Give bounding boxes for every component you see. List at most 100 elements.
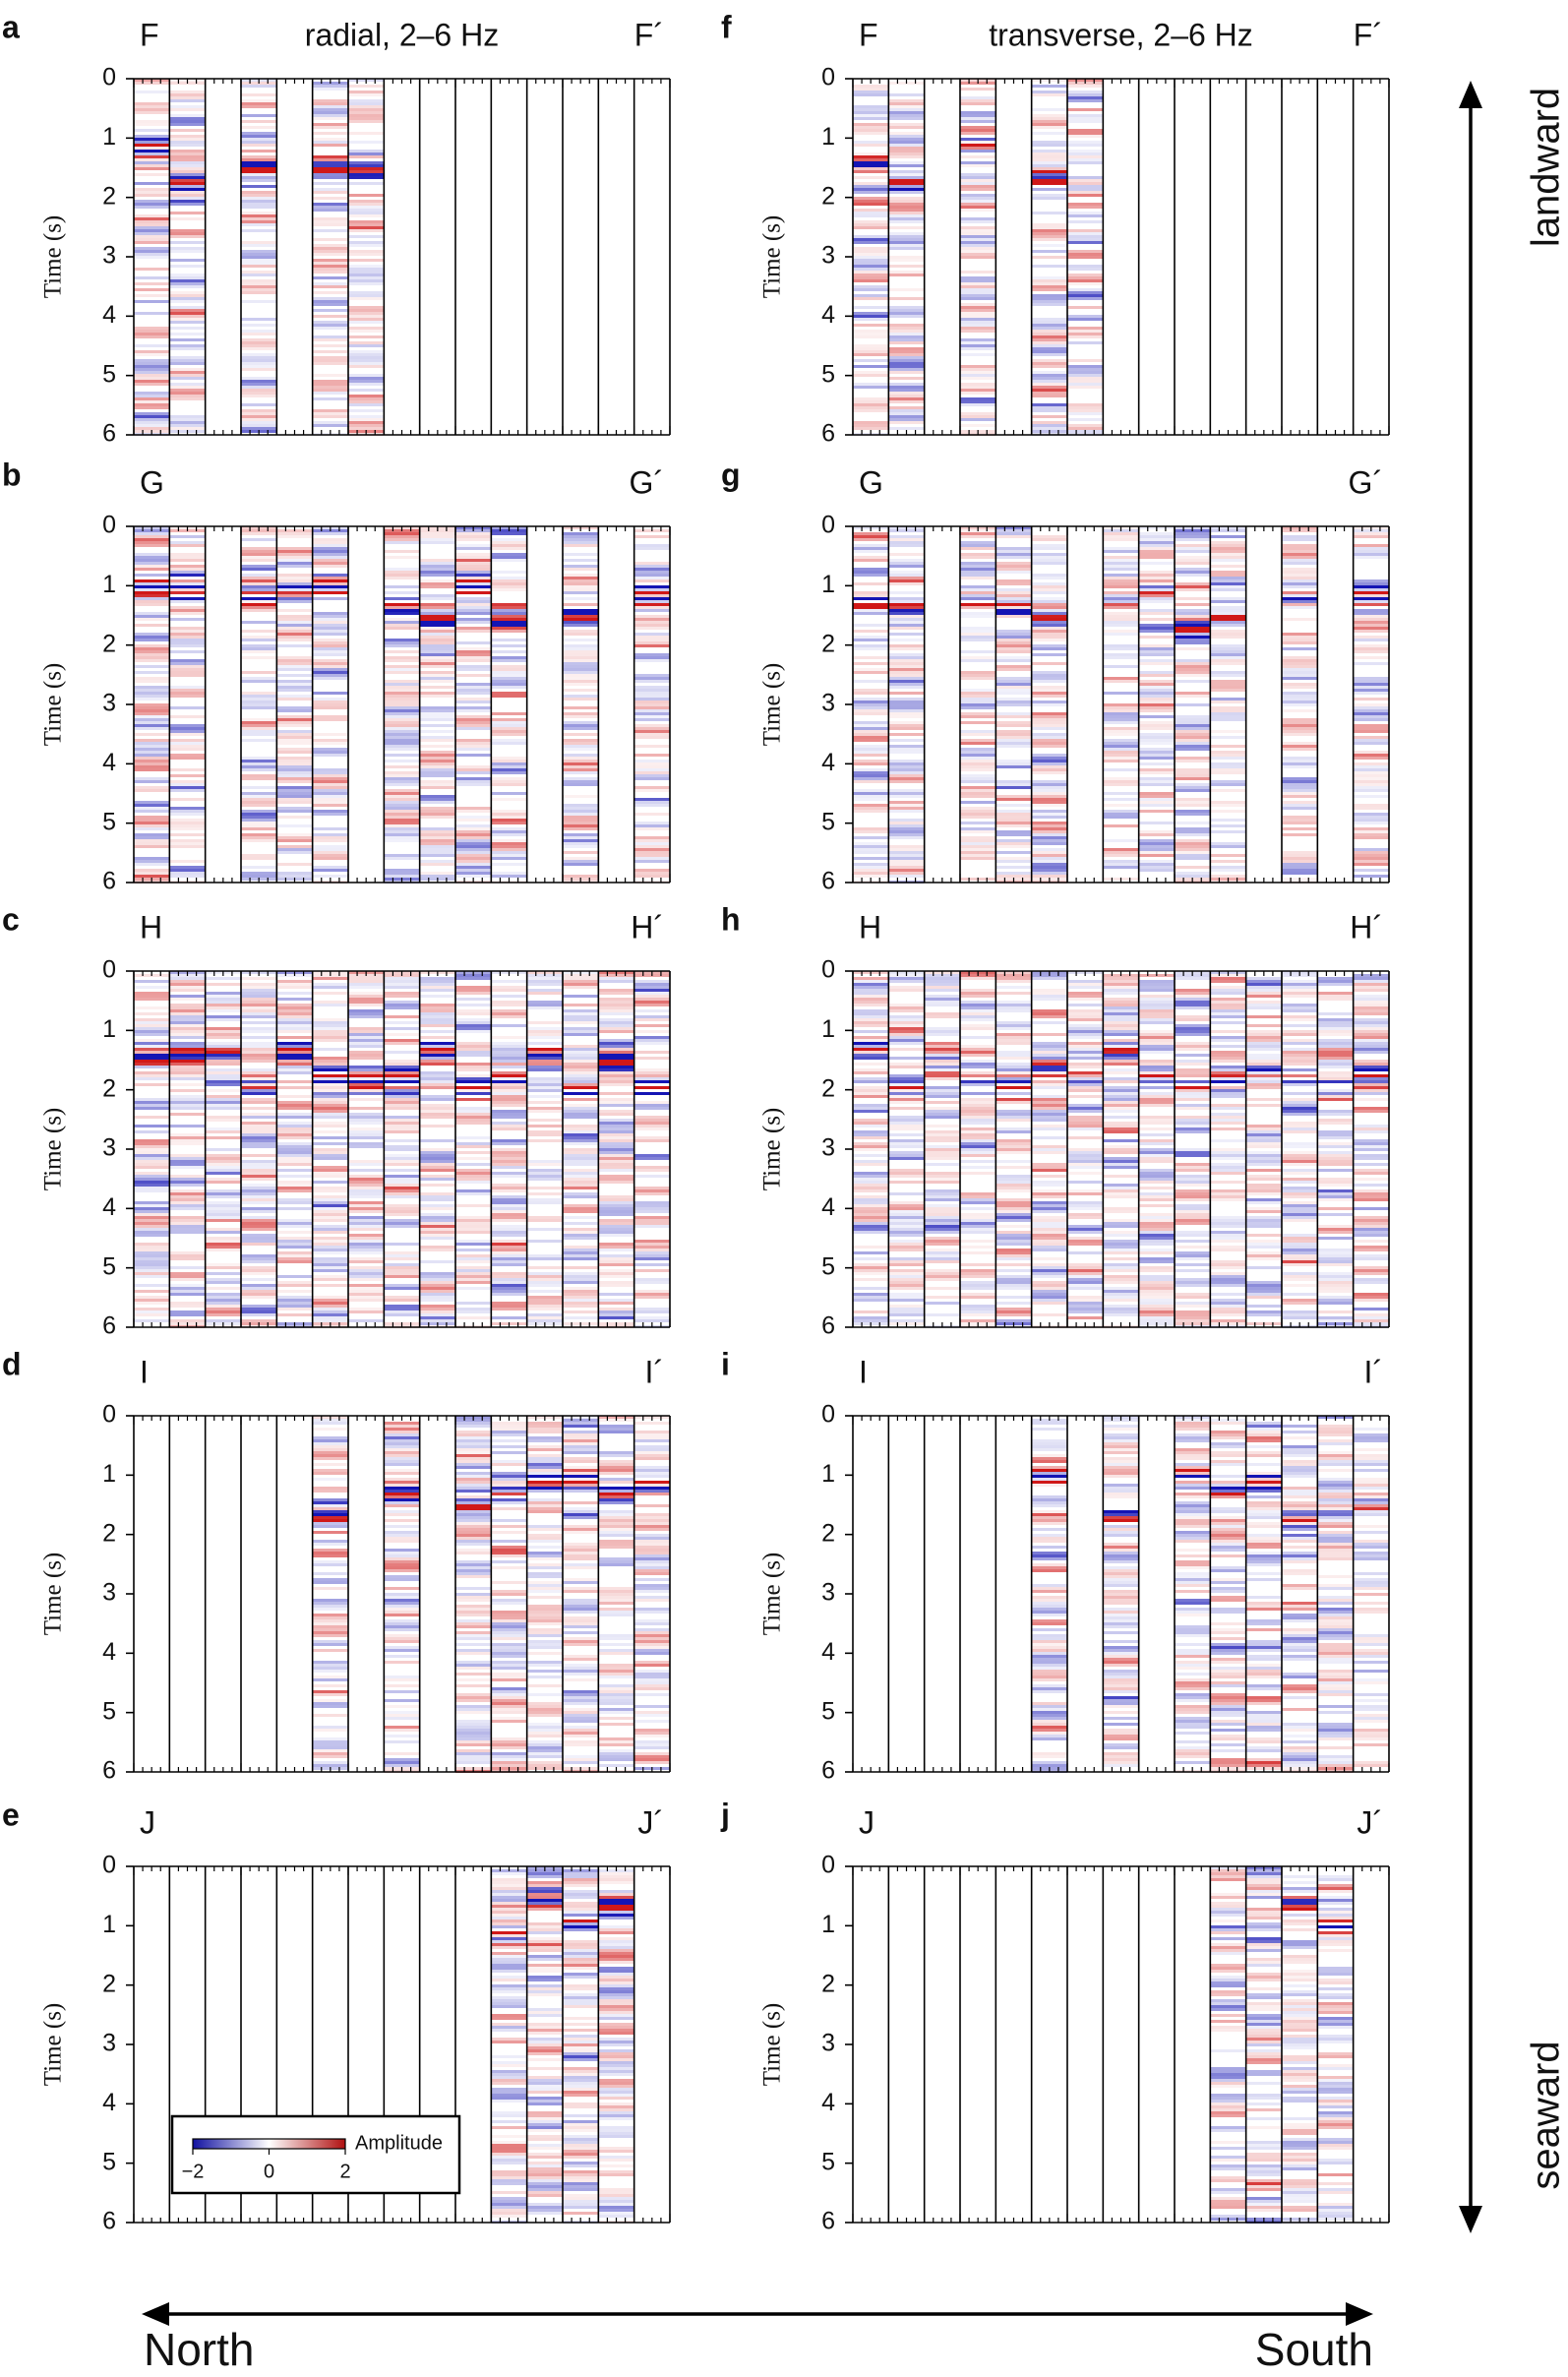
trace-texture <box>598 1431 634 1433</box>
trace-texture <box>491 606 527 609</box>
trace-texture <box>419 1110 455 1113</box>
trace-texture <box>419 842 455 845</box>
trace-texture <box>526 1428 563 1431</box>
trace-texture <box>348 111 385 114</box>
trace-texture <box>134 1319 170 1322</box>
trace-texture <box>853 276 889 279</box>
trace-texture <box>384 1634 420 1637</box>
trace-texture <box>563 689 599 692</box>
trace-texture <box>1031 282 1067 285</box>
trace-texture <box>960 173 996 176</box>
trace-texture <box>241 386 277 389</box>
trace-texture <box>169 415 206 418</box>
trace-texture <box>526 2173 563 2176</box>
trace-texture <box>598 1246 634 1249</box>
trace-texture <box>960 271 996 274</box>
trace-texture <box>312 768 348 771</box>
trace-texture <box>276 1036 313 1039</box>
trace-texture <box>598 2170 634 2173</box>
trace-texture <box>384 1484 420 1487</box>
trace-texture <box>348 1234 385 1237</box>
trace-texture <box>960 341 996 344</box>
trace-texture <box>205 1195 241 1198</box>
trace-texture <box>419 872 455 875</box>
trace-texture <box>276 1181 313 1184</box>
trace-texture <box>491 1540 527 1543</box>
trace-texture <box>888 217 925 220</box>
trace-texture <box>1031 300 1067 303</box>
trace-texture <box>241 1027 277 1030</box>
trace-texture <box>241 1284 277 1287</box>
trace-texture <box>276 1066 313 1068</box>
trace-texture <box>563 2073 599 2076</box>
trace-texture <box>455 845 492 848</box>
trace-texture <box>563 1184 599 1187</box>
trace-texture <box>312 1622 348 1625</box>
trace-texture <box>276 1302 313 1305</box>
trace-texture <box>888 135 925 138</box>
trace-texture <box>384 1599 420 1602</box>
trace-texture <box>241 1287 277 1290</box>
trace-texture <box>853 271 889 274</box>
trace-texture <box>241 191 277 194</box>
trace-texture <box>563 647 599 650</box>
trace-texture <box>169 232 206 235</box>
trace-texture <box>491 2206 527 2209</box>
trace-texture <box>888 406 925 409</box>
trace-texture <box>633 842 670 845</box>
trace-texture <box>633 703 670 706</box>
trace-texture <box>348 1187 385 1189</box>
trace-texture <box>205 1189 241 1192</box>
trace-texture <box>134 1130 170 1133</box>
trace-texture <box>276 659 313 662</box>
trace-texture <box>598 1006 634 1009</box>
trace-texture <box>1031 244 1067 247</box>
trace-texture <box>134 108 170 111</box>
trace-texture <box>455 641 492 644</box>
trace-texture <box>491 1251 527 1254</box>
trace-texture <box>134 330 170 333</box>
trace-texture <box>348 212 385 214</box>
trace-texture <box>491 1581 527 1584</box>
trace-texture <box>134 1310 170 1313</box>
trace-texture <box>1067 99 1104 102</box>
trace-texture <box>633 1475 670 1478</box>
trace-texture <box>491 839 527 842</box>
trace-texture <box>169 544 206 547</box>
profile-start: J <box>140 1804 155 1840</box>
trace-texture <box>384 1578 420 1581</box>
trace-texture <box>134 1313 170 1316</box>
trace-texture <box>312 1189 348 1192</box>
trace-texture <box>312 141 348 144</box>
trace-texture <box>491 1560 527 1563</box>
trace-texture <box>419 606 455 609</box>
trace-texture <box>312 1478 348 1481</box>
trace-texture <box>384 789 420 792</box>
trace-texture <box>563 1234 599 1237</box>
trace-texture <box>348 259 385 262</box>
trace-texture <box>526 1422 563 1425</box>
trace-texture <box>455 1699 492 1702</box>
trace-texture <box>1031 318 1067 321</box>
trace-texture <box>241 701 277 703</box>
trace-texture <box>633 1116 670 1119</box>
trace-texture <box>276 698 313 701</box>
trace-texture <box>526 1313 563 1316</box>
trace-texture <box>241 1054 277 1057</box>
trace-texture <box>563 1228 599 1231</box>
trace-texture <box>348 223 385 226</box>
trace-texture <box>241 1313 277 1316</box>
trace-texture <box>598 1154 634 1157</box>
trace-texture <box>563 1104 599 1107</box>
trace-texture <box>526 2129 563 2132</box>
trace-texture <box>633 535 670 538</box>
trace-texture <box>960 129 996 132</box>
trace-texture <box>384 1157 420 1160</box>
trace-texture <box>633 718 670 721</box>
trace-texture <box>241 217 277 220</box>
trace-texture <box>888 173 925 176</box>
trace-texture <box>1031 288 1067 291</box>
trace-texture <box>241 1305 277 1308</box>
trace-texture <box>598 1872 634 1875</box>
trace-texture <box>598 1643 634 1646</box>
